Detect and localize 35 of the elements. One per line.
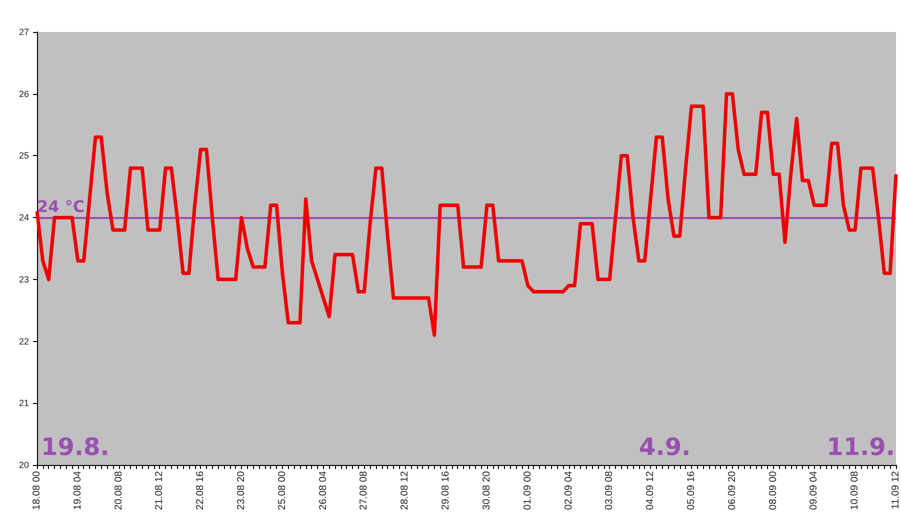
- x-tick-label: 26.08 04: [318, 470, 329, 510]
- x-tick-label: 29.08 16: [440, 470, 452, 510]
- x-tick-label: 23.08 20: [236, 470, 248, 510]
- x-tick-label: 01.09 00: [522, 470, 534, 510]
- line-series: [35, 92, 898, 337]
- x-tick-label: 08.09 00: [768, 470, 779, 510]
- x-tick-label: 19.08 04: [72, 470, 84, 510]
- x-tick-label: 03.09 08: [604, 470, 616, 510]
- y-tick-label: 20: [18, 460, 29, 470]
- y-tick-label: 22: [18, 336, 29, 346]
- x-tick-label: 30.08 20: [481, 470, 492, 510]
- x-tick-label: 04.09 12: [645, 470, 656, 510]
- x-tick-label: 25.08 00: [276, 470, 288, 510]
- y-tick-label: 24: [18, 212, 29, 223]
- x-tick-label: 28.08 12: [400, 470, 411, 510]
- ref-line-label: 24 °C: [37, 197, 85, 216]
- x-tick-label: 10.09 08: [850, 470, 861, 510]
- annotation: 19.8.: [41, 433, 110, 461]
- x-tick-label: 22.08 16: [195, 470, 206, 510]
- x-tick-label: 27.08 08: [358, 470, 370, 510]
- y-tick-label: 26: [18, 88, 29, 99]
- y-tick-label: 23: [18, 274, 29, 284]
- annotation: 11.9.: [826, 433, 896, 461]
- x-tick-label: 06.09 20: [726, 470, 738, 510]
- x-tick-label: 18.08 00: [32, 470, 42, 510]
- x-tick-label: 09.09 04: [808, 470, 820, 510]
- x-tick-label: 05.09 16: [686, 470, 697, 510]
- y-tick-label: 21: [18, 398, 29, 408]
- annotation: 4.9.: [639, 433, 691, 461]
- x-tick-label: 02.09 04: [563, 470, 574, 510]
- x-tick-label: 21.08 12: [154, 470, 166, 510]
- y-tick-label: 27: [18, 27, 29, 37]
- x-tick-label: 20.08 08: [113, 470, 124, 510]
- x-tick-label: 11.09 12: [890, 470, 901, 510]
- y-tick-label: 25: [18, 150, 29, 161]
